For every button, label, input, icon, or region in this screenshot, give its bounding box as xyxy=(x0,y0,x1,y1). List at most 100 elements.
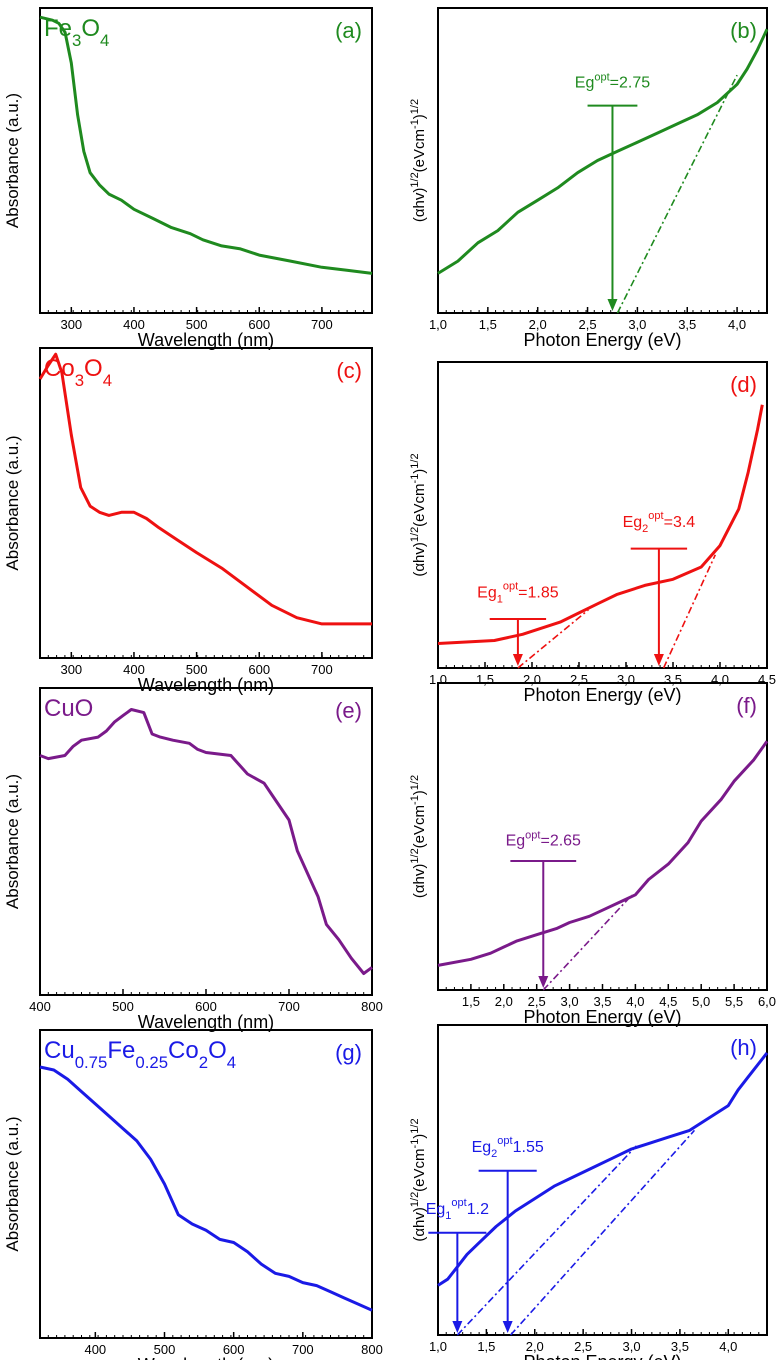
panel-e: 400 500 600 700 800 Wavelength (nm) Absorbance… xyxy=(3,687,383,1032)
tangent-fit-line xyxy=(517,609,589,669)
material-label: Co3O4 xyxy=(44,355,112,390)
eg-label: Eg1opt1.2 xyxy=(426,1197,489,1222)
tangent-fit-line xyxy=(509,1129,696,1336)
plot-frame xyxy=(39,687,373,996)
x-tick-label: 700 xyxy=(278,999,300,1014)
x-tick-label: 1,5 xyxy=(476,672,494,687)
x-tick-label: 600 xyxy=(248,662,270,677)
eg-label: Eg2opt=3.4 xyxy=(623,510,696,535)
eg-label: Eg1opt=1.85 xyxy=(477,581,559,606)
eg-arrow-head xyxy=(607,299,618,311)
panel-b: 1,0 1,5 2,0 2,5 3,0 3,5 4,0 Photon Energy (eV) (… xyxy=(409,7,769,350)
x-tick-label: 3,5 xyxy=(678,317,696,332)
panel-letter: (h) xyxy=(730,1035,757,1060)
x-tick-label: 4,0 xyxy=(711,672,729,687)
x-tick-label: 2,0 xyxy=(529,317,547,332)
series-line xyxy=(437,404,764,645)
x-tick-label: 4,0 xyxy=(719,1339,737,1354)
x-tick-label: 700 xyxy=(311,662,333,677)
x-tick-label: 3,0 xyxy=(628,317,646,332)
panel-f: 1,5 2,0 2,5 3,0 3,5 4,0 4,5 5,0 5,5 6,0 Photon Ene… xyxy=(409,682,776,1027)
panel-g: 400 500 600 700 800 Wavelength (nm) Absorbance… xyxy=(3,1029,383,1360)
eg-arrow-head xyxy=(512,654,523,666)
x-axis-label: Wavelength (nm) xyxy=(138,675,274,695)
material-label: CuO xyxy=(44,695,93,722)
y-axis-label: Absorbance (a.u.) xyxy=(3,435,22,570)
eg-arrow-head xyxy=(538,976,549,988)
x-tick-label: 5,0 xyxy=(692,994,710,1009)
series-line xyxy=(437,1051,769,1287)
panel-letter: (a) xyxy=(335,18,362,43)
x-tick-label: 3,5 xyxy=(593,994,611,1009)
x-tick-label: 700 xyxy=(292,1342,314,1357)
y-axis-label: Absorbance (a.u.) xyxy=(3,1116,22,1251)
x-tick-label: 1,0 xyxy=(429,317,447,332)
x-axis-label: Photon Energy (eV) xyxy=(523,330,681,350)
tangent-fit-line xyxy=(616,74,738,314)
plot-frame xyxy=(437,682,768,991)
tangent-fit-line xyxy=(542,894,633,991)
x-tick-label: 1,5 xyxy=(479,317,497,332)
x-tick-label: 500 xyxy=(154,1342,176,1357)
x-tick-label: 500 xyxy=(186,317,208,332)
x-tick-label: 5,5 xyxy=(725,994,743,1009)
x-tick-label: 1,5 xyxy=(462,994,480,1009)
tangent-fit-line xyxy=(456,1145,637,1336)
x-tick-label: 600 xyxy=(248,317,270,332)
series-line xyxy=(437,740,769,967)
x-axis-label: Wavelength (nm) xyxy=(138,1012,274,1032)
panel-h: 1,0 1,5 2,0 2,5 3,0 3,5 4,0 Photon Energy (eV) (… xyxy=(409,1024,769,1360)
x-axis-label: Photon Energy (eV) xyxy=(523,1352,681,1360)
eg-label: Egopt=2.75 xyxy=(575,71,650,91)
y-axis-label: (αhv)1/2(eVcm-1)1/2 xyxy=(409,1118,428,1241)
panel-letter: (g) xyxy=(335,1040,362,1065)
eg-arrow-head xyxy=(653,654,664,666)
x-tick-label: 300 xyxy=(60,662,82,677)
panel-letter: (e) xyxy=(335,698,362,723)
y-axis-label: (αhv)1/2(eVcm-1)1/2 xyxy=(409,99,428,222)
series-line xyxy=(39,1065,373,1312)
plot-frame xyxy=(437,361,768,669)
x-tick-label: 400 xyxy=(29,999,51,1014)
x-tick-label: 300 xyxy=(60,317,82,332)
eg-arrow-head xyxy=(502,1321,513,1333)
eg-label: Eg2opt1.55 xyxy=(472,1135,544,1160)
x-tick-label: 2,5 xyxy=(528,994,546,1009)
panel-letter: (f) xyxy=(736,693,757,718)
panel-letter: (c) xyxy=(336,358,362,383)
x-tick-label: 700 xyxy=(311,317,333,332)
panel-c: 300 400 500 600 700 Wavelength (nm) Absorbance… xyxy=(3,347,373,695)
series-line xyxy=(39,15,373,275)
x-tick-label: 4,5 xyxy=(659,994,677,1009)
x-tick-label: 3,5 xyxy=(671,1339,689,1354)
material-label: Cu0.75Fe0.25Co2O4 xyxy=(44,1037,236,1072)
x-tick-label: 600 xyxy=(195,999,217,1014)
panel-a: 300 400 500 600 700 Wavelength (nm) Absorbance… xyxy=(3,7,373,350)
x-tick-label: 400 xyxy=(123,317,145,332)
series-line xyxy=(437,28,769,275)
x-tick-label: 3,0 xyxy=(622,1339,640,1354)
x-tick-label: 600 xyxy=(223,1342,245,1357)
series-line xyxy=(38,352,372,626)
x-tick-label: 2,0 xyxy=(495,994,513,1009)
x-tick-label: 1,5 xyxy=(477,1339,495,1354)
series-line xyxy=(39,708,373,975)
x-tick-label: 4,0 xyxy=(626,994,644,1009)
x-tick-label: 2,5 xyxy=(574,1339,592,1354)
y-axis-label: (αhv)1/2(eVcm-1)1/2 xyxy=(409,775,428,898)
x-axis-label: Wavelength (nm) xyxy=(138,1355,274,1360)
x-tick-label: 1,0 xyxy=(429,1339,447,1354)
x-tick-label: 2,0 xyxy=(526,1339,544,1354)
eg-arrow-head xyxy=(452,1321,463,1333)
plot-frame xyxy=(39,1029,373,1339)
panel-letter: (b) xyxy=(730,18,757,43)
x-axis-label: Photon Energy (eV) xyxy=(523,1007,681,1027)
eg-label: Egopt=2.65 xyxy=(506,830,581,850)
panel-letter: (d) xyxy=(730,372,757,397)
x-tick-label: 800 xyxy=(361,1342,383,1357)
x-axis-label: Wavelength (nm) xyxy=(138,330,274,350)
x-tick-label: 3,0 xyxy=(561,994,579,1009)
y-axis-label: Absorbance (a.u.) xyxy=(3,774,22,909)
